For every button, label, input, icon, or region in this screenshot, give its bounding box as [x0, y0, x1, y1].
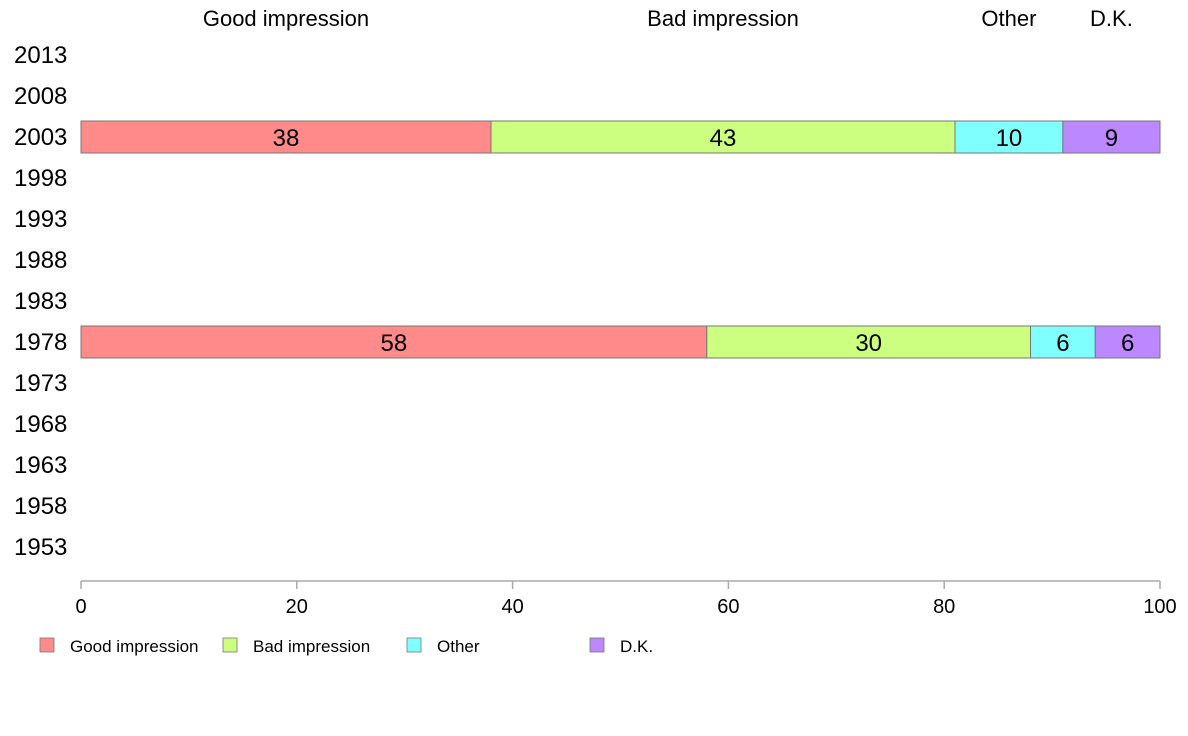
year-label-1988: 1988 [14, 247, 67, 274]
legend-swatch-good-impression [39, 637, 55, 653]
year-label-2003: 2003 [14, 124, 67, 151]
bar-bad-impression-1978 [706, 325, 1032, 359]
column-header-bad-impression: Bad impression [647, 6, 799, 31]
year-label-1953: 1953 [14, 534, 67, 561]
x-tick-label-80: 80 [933, 596, 955, 618]
data-label-other-2003: 10 [996, 125, 1023, 152]
year-label-2008: 2008 [14, 83, 67, 110]
bar-d-k-2003 [1062, 120, 1161, 154]
x-tick-label-40: 40 [501, 596, 523, 618]
data-label-other-1978: 6 [1056, 330, 1069, 357]
legend-swatch-bad-impression [222, 637, 238, 653]
column-header-d-k: D.K. [1090, 6, 1133, 31]
x-tick-label-100: 100 [1143, 596, 1176, 618]
bar-good-impression-1978 [80, 325, 708, 359]
data-label-good-impression-1978: 58 [381, 330, 408, 357]
year-label-1968: 1968 [14, 411, 67, 438]
x-tick-label-0: 0 [75, 596, 86, 618]
bar-bad-impression-2003 [490, 120, 956, 154]
bar-segments: 38 43 10 9 58 30 6 6 [80, 120, 1161, 359]
column-header-good-impression: Good impression [203, 6, 369, 31]
column-header-other: Other [981, 6, 1036, 31]
year-label-1958: 1958 [14, 493, 67, 520]
year-label-1983: 1983 [14, 288, 67, 315]
x-axis: 0 20 40 60 80 100 [75, 580, 1177, 618]
year-label-1963: 1963 [14, 452, 67, 479]
data-label-d-k-2003: 9 [1105, 125, 1118, 152]
year-label-1973: 1973 [14, 370, 67, 397]
data-label-bad-impression-2003: 43 [710, 125, 737, 152]
legend-label-good-impression: Good impression [70, 637, 199, 656]
bar-d-k-1978 [1094, 325, 1161, 359]
year-label-1998: 1998 [14, 165, 67, 192]
year-label-1993: 1993 [14, 206, 67, 233]
legend-label-other: Other [437, 637, 480, 656]
legend: Good impression Bad impression Other D.K. [39, 637, 653, 656]
year-label-1978: 1978 [14, 329, 67, 356]
data-label-bad-impression-1978: 30 [855, 330, 882, 357]
bar-good-impression-2003 [80, 120, 492, 154]
legend-swatch-d-k [589, 637, 605, 653]
data-label-good-impression-2003: 38 [273, 125, 300, 152]
column-headers: Good impression Bad impression Other D.K. [203, 6, 1133, 31]
year-label-2013: 2013 [14, 42, 67, 69]
legend-label-d-k: D.K. [620, 637, 653, 656]
year-labels: 2013 2008 2003 1998 1993 1988 1983 1978 1973 1968… [14, 42, 67, 561]
data-label-d-k-1978: 6 [1121, 330, 1134, 357]
bar-other-2003 [954, 120, 1064, 154]
bar-other-1978 [1030, 325, 1096, 359]
legend-swatch-other [406, 637, 422, 653]
x-tick-label-60: 60 [717, 596, 739, 618]
legend-label-bad-impression: Bad impression [253, 637, 370, 656]
x-tick-label-20: 20 [286, 596, 308, 618]
